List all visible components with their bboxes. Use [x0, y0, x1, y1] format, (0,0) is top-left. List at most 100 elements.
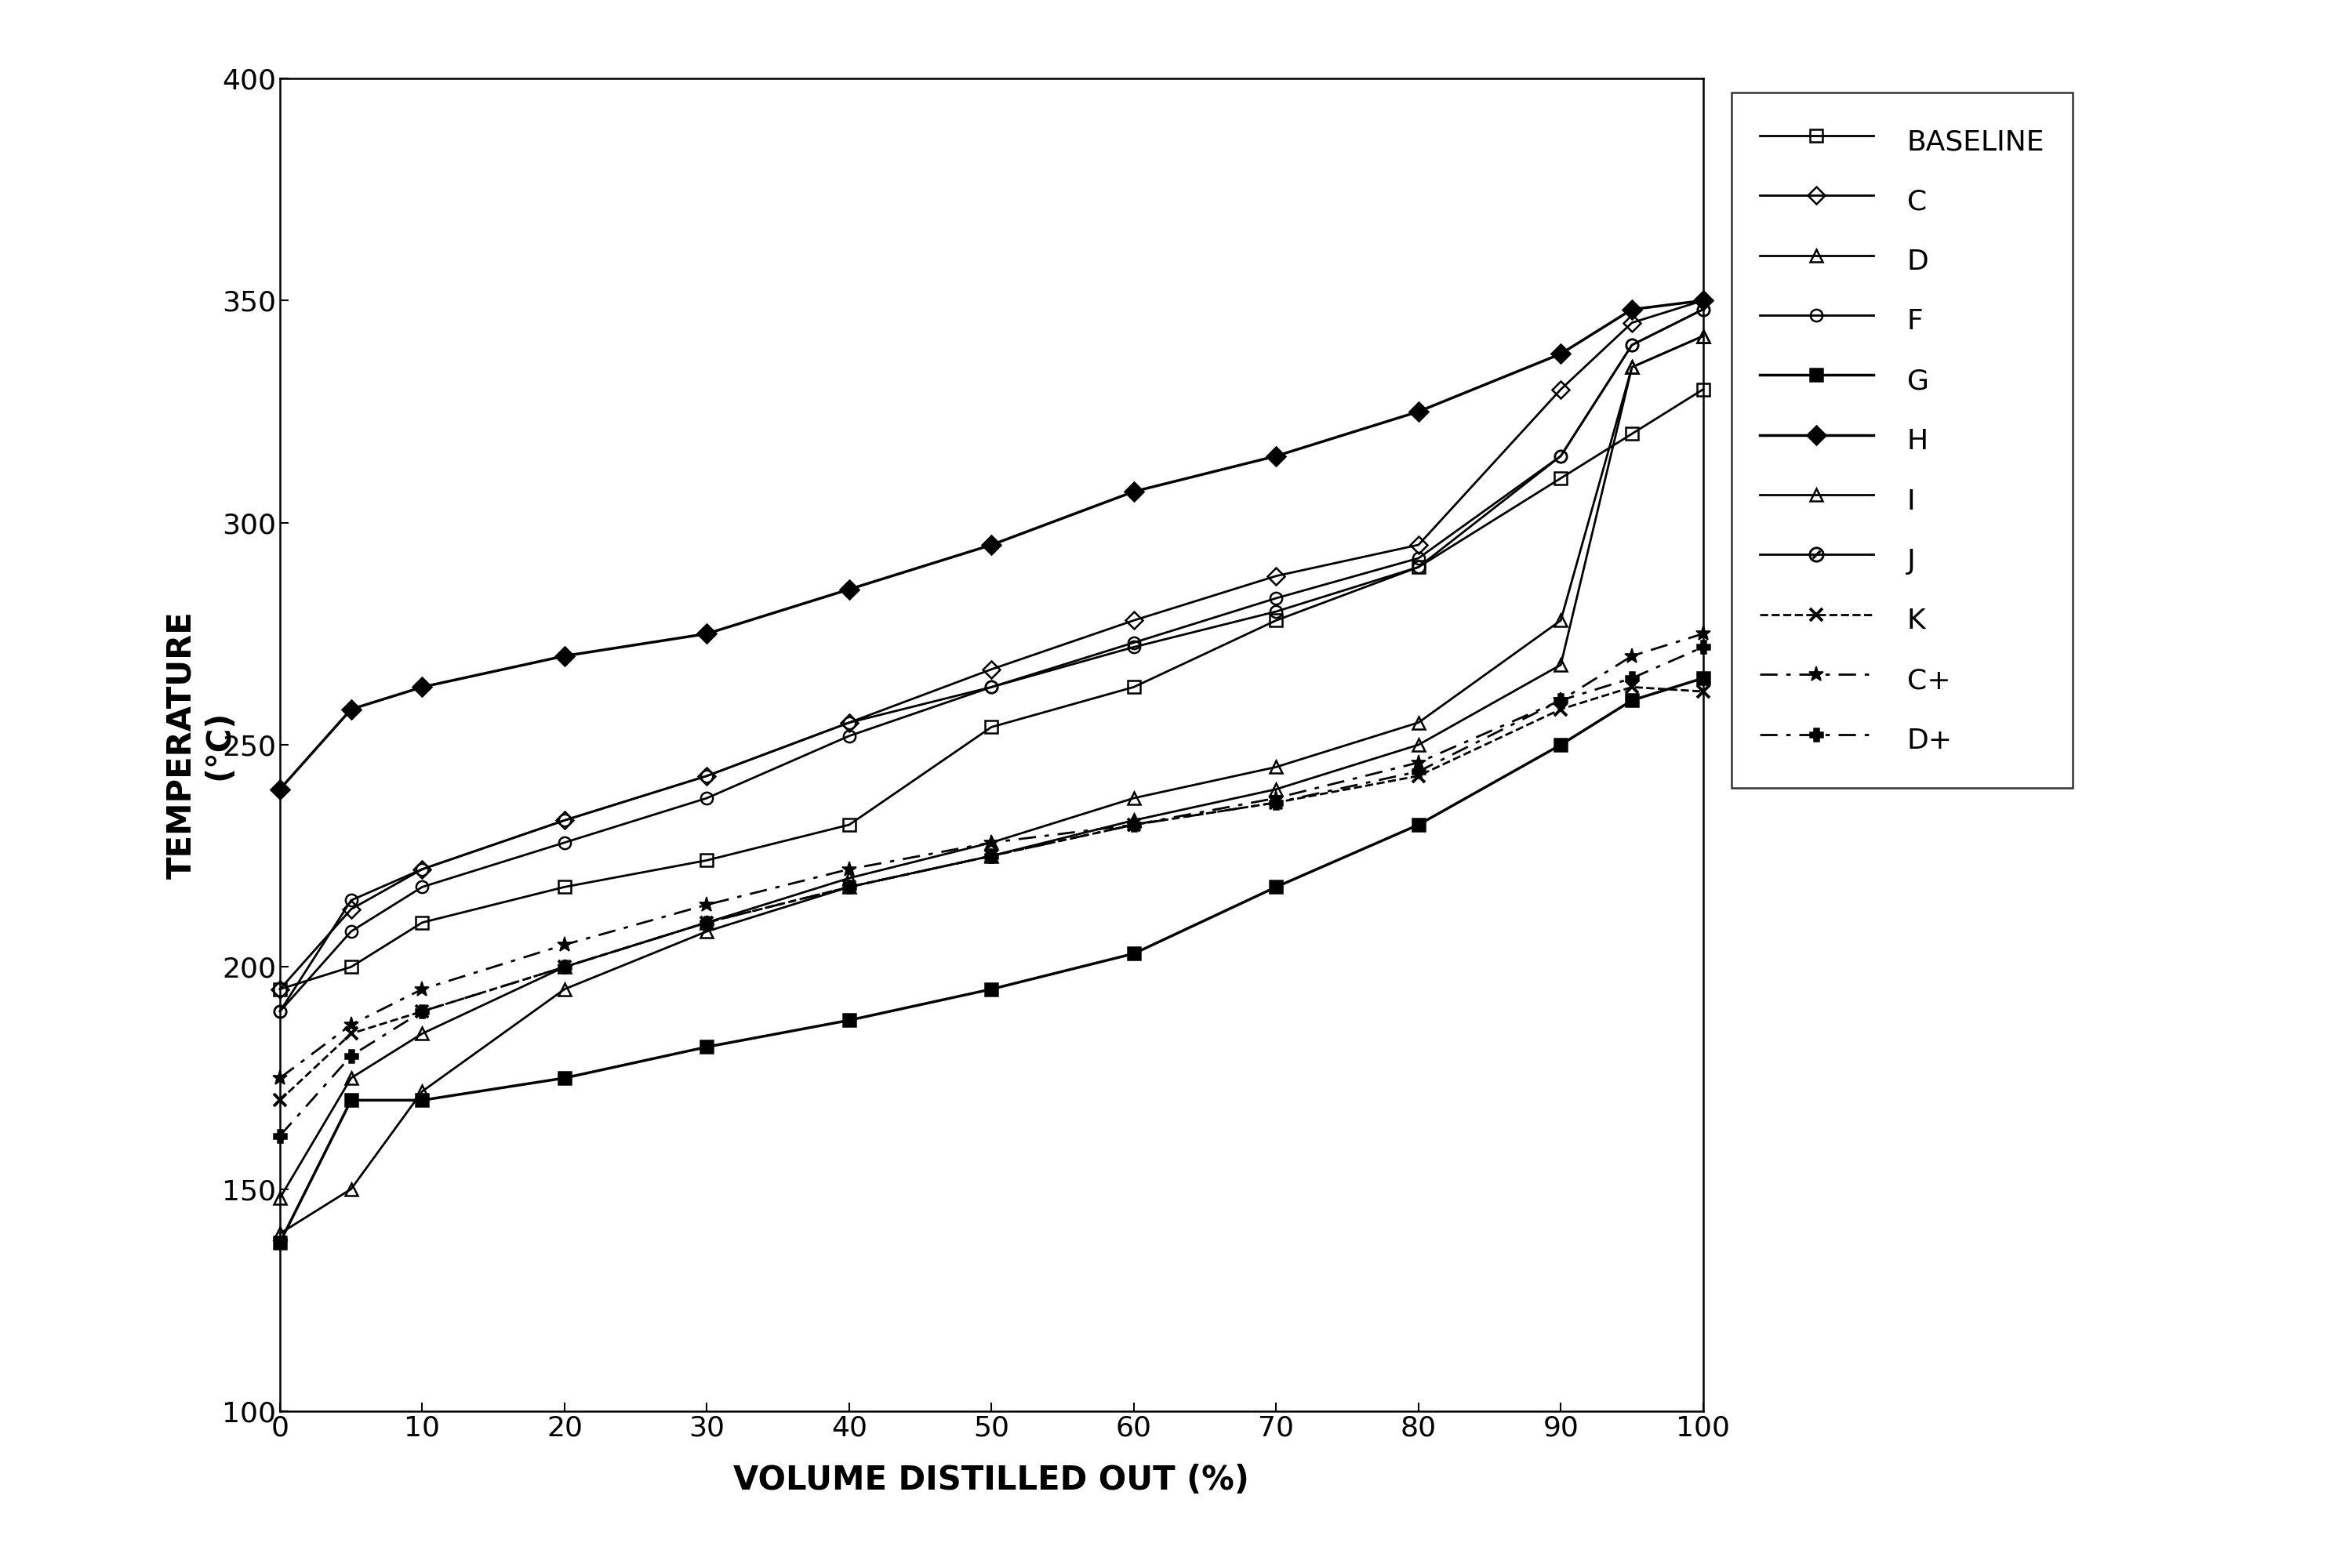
C — [408, 859, 436, 878]
C+ — [978, 833, 1006, 851]
BASELINE — [1120, 677, 1148, 696]
K — [693, 913, 721, 931]
C — [1404, 536, 1432, 555]
Line: C: C — [273, 295, 1710, 996]
C+ — [693, 895, 721, 914]
J — [693, 767, 721, 786]
F — [1262, 588, 1290, 607]
D+ — [551, 958, 579, 977]
D — [266, 1225, 294, 1243]
C+ — [336, 1016, 364, 1035]
I — [1120, 789, 1148, 808]
D — [1619, 358, 1647, 376]
H — [336, 699, 364, 718]
D — [1689, 326, 1717, 345]
C — [266, 980, 294, 999]
BASELINE — [408, 913, 436, 931]
F — [408, 878, 436, 897]
G — [835, 1011, 863, 1030]
BASELINE — [1404, 558, 1432, 577]
G — [336, 1091, 364, 1110]
J — [1262, 602, 1290, 621]
BASELINE — [693, 851, 721, 870]
K — [1689, 682, 1717, 701]
F — [1547, 447, 1575, 466]
G — [1404, 815, 1432, 834]
D — [1262, 779, 1290, 798]
C+ — [266, 1069, 294, 1088]
C+ — [1120, 815, 1148, 834]
D — [693, 922, 721, 941]
I — [266, 1189, 294, 1207]
H — [835, 580, 863, 599]
H — [1262, 447, 1290, 466]
C — [1689, 292, 1717, 310]
D — [835, 878, 863, 897]
X-axis label: VOLUME DISTILLED OUT (%): VOLUME DISTILLED OUT (%) — [733, 1463, 1250, 1496]
Line: H: H — [273, 295, 1710, 797]
C — [978, 660, 1006, 679]
C — [693, 767, 721, 786]
I — [978, 833, 1006, 851]
F — [978, 677, 1006, 696]
BASELINE — [835, 815, 863, 834]
C+ — [1262, 789, 1290, 808]
H — [1547, 345, 1575, 364]
D+ — [835, 878, 863, 897]
I — [336, 1069, 364, 1088]
I — [551, 958, 579, 977]
D — [1547, 655, 1575, 674]
C+ — [1547, 691, 1575, 710]
D+ — [1262, 793, 1290, 812]
C+ — [835, 859, 863, 878]
Line: K: K — [273, 681, 1710, 1107]
H — [1689, 292, 1717, 310]
D+ — [1547, 691, 1575, 710]
C — [336, 900, 364, 919]
H — [1120, 483, 1148, 502]
K — [551, 958, 579, 977]
I — [1689, 326, 1717, 345]
H — [693, 624, 721, 643]
G — [1547, 735, 1575, 754]
I — [1404, 713, 1432, 732]
J — [1404, 558, 1432, 577]
BASELINE — [336, 958, 364, 977]
J — [551, 811, 579, 829]
D — [408, 1082, 436, 1101]
D — [1120, 811, 1148, 829]
D — [1404, 735, 1432, 754]
BASELINE — [266, 980, 294, 999]
G — [1689, 668, 1717, 687]
G — [693, 1038, 721, 1057]
J — [1689, 299, 1717, 318]
J — [266, 1002, 294, 1021]
BASELINE — [978, 718, 1006, 737]
C+ — [1404, 753, 1432, 771]
C — [1619, 314, 1647, 332]
G — [978, 980, 1006, 999]
F — [1120, 633, 1148, 652]
Line: F: F — [273, 304, 1710, 1018]
Line: G: G — [273, 671, 1710, 1248]
D+ — [408, 1002, 436, 1021]
BASELINE — [1619, 425, 1647, 444]
F — [266, 1002, 294, 1021]
Line: BASELINE: BASELINE — [273, 384, 1710, 996]
D — [978, 847, 1006, 866]
D+ — [336, 1046, 364, 1065]
H — [266, 779, 294, 798]
Line: J: J — [273, 304, 1710, 1018]
G — [408, 1091, 436, 1110]
I — [1619, 358, 1647, 376]
J — [1547, 447, 1575, 466]
D — [551, 980, 579, 999]
K — [266, 1091, 294, 1110]
D+ — [1689, 638, 1717, 657]
I — [693, 913, 721, 931]
F — [693, 789, 721, 808]
J — [336, 891, 364, 909]
J — [978, 677, 1006, 696]
D — [336, 1179, 364, 1198]
I — [1262, 757, 1290, 776]
